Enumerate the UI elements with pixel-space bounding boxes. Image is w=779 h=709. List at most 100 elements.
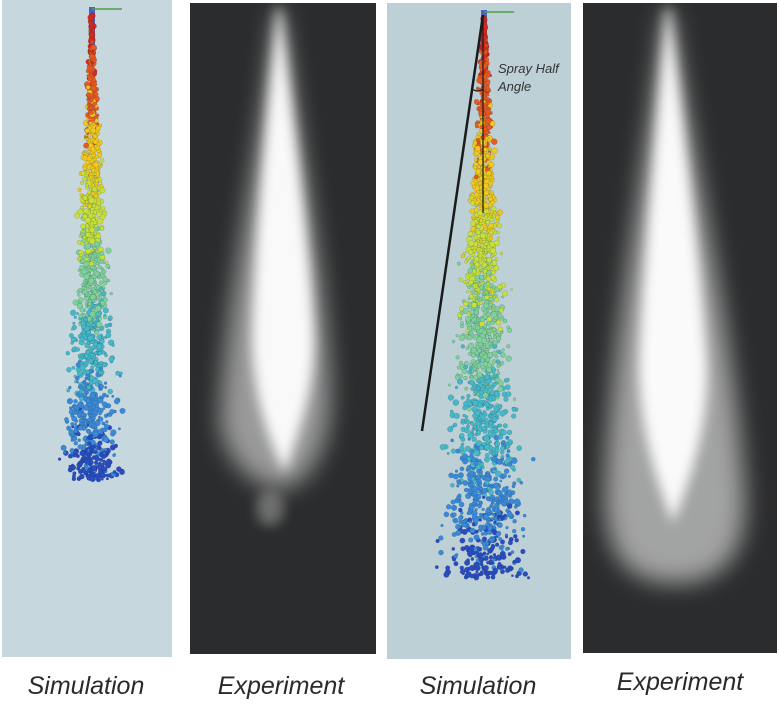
droplet: [450, 425, 454, 429]
droplet: [510, 566, 514, 571]
droplet: [94, 443, 99, 447]
droplet: [484, 452, 490, 458]
droplet: [456, 498, 460, 502]
droplet: [481, 350, 486, 355]
droplet: [103, 297, 108, 303]
droplet: [474, 420, 481, 427]
droplet: [97, 397, 104, 404]
droplet: [68, 464, 72, 469]
droplet: [97, 265, 102, 270]
droplet: [456, 365, 461, 370]
droplet: [469, 527, 476, 534]
droplet: [93, 251, 97, 256]
caption-simulation-left: Simulation: [27, 672, 145, 700]
droplet: [494, 447, 500, 453]
droplet: [94, 178, 100, 183]
droplet: [119, 469, 125, 475]
droplet: [471, 501, 476, 506]
droplet: [479, 321, 485, 327]
droplet: [514, 557, 521, 564]
droplet: [470, 386, 475, 391]
droplet: [473, 192, 480, 198]
droplet: [505, 526, 509, 530]
droplet: [478, 481, 483, 486]
droplet: [70, 438, 75, 442]
droplet: [484, 295, 490, 301]
droplet: [471, 353, 476, 358]
experiment-spray-plume-left: [220, 8, 331, 526]
droplet: [482, 483, 487, 488]
droplet: [462, 405, 468, 411]
droplet: [93, 460, 99, 465]
droplet: [455, 334, 459, 338]
droplet: [470, 260, 475, 265]
droplet: [485, 508, 491, 514]
droplet: [77, 476, 81, 480]
droplet: [446, 451, 450, 455]
droplet: [77, 353, 82, 358]
droplet: [500, 429, 507, 436]
droplet: [97, 190, 102, 195]
droplet: [76, 312, 80, 316]
droplet: [96, 295, 100, 300]
droplet: [92, 139, 98, 145]
droplet: [496, 211, 500, 215]
droplet: [487, 352, 494, 359]
droplet: [77, 187, 82, 192]
droplet: [85, 134, 88, 138]
droplet: [98, 280, 104, 285]
droplet: [454, 469, 459, 473]
droplet: [456, 373, 460, 377]
droplet: [483, 435, 490, 442]
droplet: [456, 261, 461, 266]
droplet: [469, 520, 473, 524]
droplet: [487, 517, 491, 521]
droplet: [512, 397, 517, 401]
annotation-line-2: Angle: [498, 79, 532, 94]
droplet: [451, 557, 457, 562]
droplet: [80, 467, 86, 474]
droplet: [479, 238, 483, 242]
droplet: [482, 147, 488, 152]
droplet: [466, 393, 471, 399]
droplet: [80, 409, 84, 413]
droplet: [493, 428, 499, 434]
droplet: [85, 85, 91, 90]
droplet: [468, 342, 475, 349]
droplet: [82, 213, 88, 219]
droplet: [474, 534, 480, 539]
droplet: [492, 331, 497, 335]
droplet: [488, 559, 493, 564]
droplet: [84, 376, 88, 380]
caption-experiment-right: Experiment: [616, 668, 744, 696]
droplet: [488, 440, 492, 444]
droplet: [484, 541, 490, 546]
droplet: [484, 51, 488, 55]
droplet: [493, 467, 497, 471]
experiment-panel-left: [190, 3, 376, 654]
droplet: [486, 244, 491, 249]
droplet: [514, 538, 519, 543]
droplet: [107, 388, 113, 395]
droplet: [482, 244, 487, 249]
droplet: [530, 456, 536, 462]
droplet: [469, 505, 475, 511]
droplet: [470, 220, 476, 227]
droplet: [492, 327, 497, 332]
droplet: [496, 371, 501, 376]
droplet: [490, 205, 497, 212]
droplet: [487, 397, 494, 403]
droplet: [456, 484, 460, 488]
droplet: [503, 396, 509, 402]
droplet: [107, 279, 111, 283]
droplet: [66, 425, 72, 431]
droplet: [467, 432, 474, 439]
droplet: [487, 151, 491, 155]
droplet: [472, 280, 476, 284]
droplet: [502, 290, 509, 297]
caption-simulation-right: Simulation: [419, 672, 537, 700]
droplet: [481, 487, 488, 494]
droplet: [485, 220, 491, 225]
droplet: [473, 256, 480, 262]
droplet: [504, 377, 510, 383]
